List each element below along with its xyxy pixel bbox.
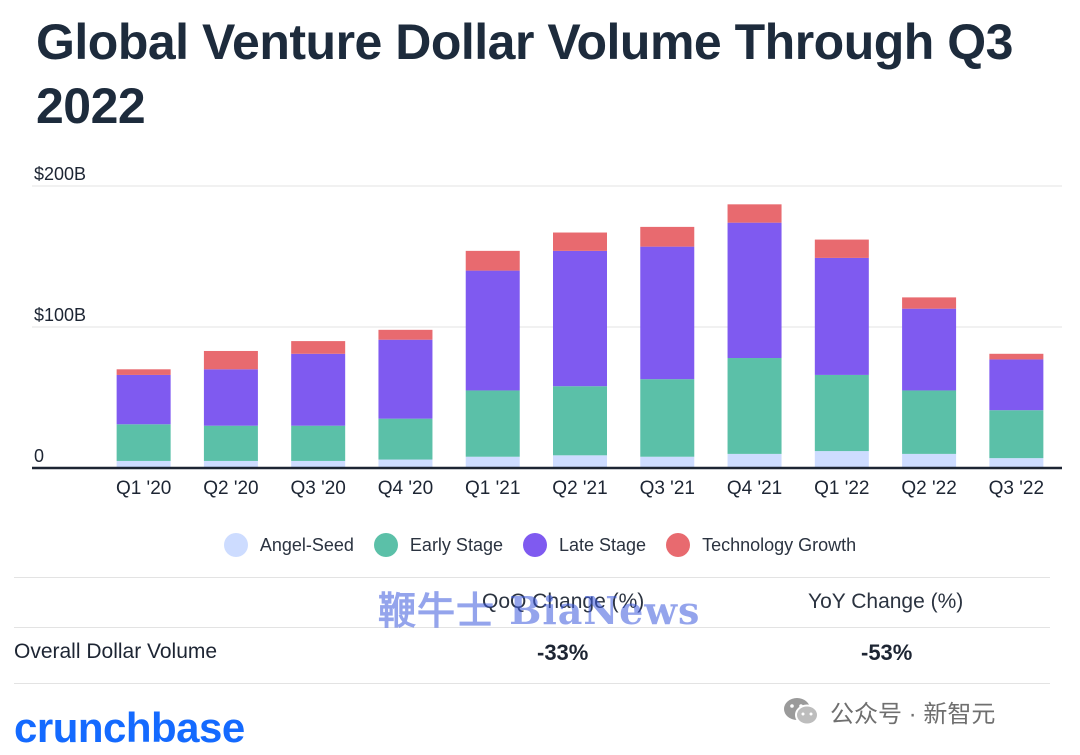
- bar-technology-growth: [814, 239, 869, 258]
- y-tick-label: $200B: [34, 164, 86, 184]
- bar-technology-growth: [902, 297, 957, 309]
- legend-swatch-angel-seed: [223, 533, 248, 557]
- bar-angel-seed: [291, 460, 346, 468]
- bar-angel-seed: [640, 456, 695, 468]
- bar-early-stage: [378, 418, 433, 460]
- legend-item-technology-growth: Technology Growth: [666, 533, 856, 557]
- wechat-account: 公众号 · 新智元: [782, 694, 995, 729]
- x-tick-label: Q3 '22: [989, 478, 1044, 499]
- bar-technology-growth: [727, 204, 782, 223]
- bar-technology-growth: [553, 232, 607, 251]
- y-tick-label: $100B: [34, 305, 86, 325]
- legend-item-early-stage: Early Stage: [373, 533, 503, 557]
- overall-dollar-volume-label: Overall Dollar Volume: [14, 640, 218, 663]
- bar-early-stage: [902, 390, 957, 454]
- bar-late-stage: [640, 246, 695, 380]
- legend-item-angel-seed: Angel-Seed: [223, 533, 354, 557]
- qoq-value: -33%: [537, 640, 589, 665]
- table-divider-middle: [14, 627, 1050, 628]
- yoy-value: -53%: [861, 640, 913, 665]
- bar-angel-seed: [989, 458, 1044, 468]
- legend-swatch-technology-growth: [666, 533, 691, 557]
- bar-late-stage: [465, 270, 520, 391]
- legend-label-technology-growth: Technology Growth: [702, 534, 857, 555]
- yoy-header: YoY Change (%): [808, 590, 964, 613]
- bar-late-stage: [989, 359, 1044, 411]
- qoq-header: QoQ Change (%): [482, 590, 645, 613]
- x-tick-label: Q4 '20: [378, 478, 433, 499]
- bar-technology-growth: [378, 329, 433, 340]
- bar-technology-growth: [291, 341, 346, 354]
- x-tick-label: Q4 '21: [727, 478, 782, 499]
- bar-angel-seed: [727, 453, 782, 468]
- bar-late-stage: [291, 353, 346, 426]
- bar-late-stage: [727, 222, 782, 359]
- x-tick-label: Q2 '21: [552, 478, 607, 499]
- bar-late-stage: [902, 308, 957, 391]
- bar-technology-growth: [640, 226, 695, 247]
- bar-early-stage: [989, 410, 1044, 459]
- legend-swatch-late-stage: [522, 533, 547, 557]
- bar-late-stage: [203, 369, 258, 426]
- bar-angel-seed: [814, 451, 869, 468]
- bar-early-stage: [465, 390, 520, 457]
- bar-technology-growth: [989, 353, 1044, 360]
- legend-label-late-stage: Late Stage: [558, 534, 647, 555]
- bar-angel-seed: [378, 459, 433, 468]
- bar-angel-seed: [553, 455, 607, 468]
- bar-technology-growth: [465, 250, 520, 271]
- bar-late-stage: [378, 339, 433, 419]
- bar-angel-seed: [203, 460, 258, 468]
- y-tick-label: 0: [34, 446, 44, 466]
- bar-early-stage: [203, 425, 258, 461]
- bar-early-stage: [640, 379, 695, 457]
- bar-early-stage: [553, 386, 607, 456]
- x-tick-label: Q1 '22: [814, 478, 869, 499]
- bar-angel-seed: [465, 456, 520, 468]
- stacked-bar-chart: 0 $100B $200B Q1 '20 Q2 '20 Q3 '20 Q4 '20 Q1 '2…: [32, 164, 1062, 499]
- legend-label-angel-seed: Angel-Seed: [259, 534, 354, 555]
- bar-early-stage: [727, 358, 782, 454]
- watermark-text: 鞭牛士 BiaNews: [378, 588, 701, 633]
- chart-legend: Angel-Seed Early Stage Late Stage Techno…: [0, 533, 1080, 557]
- bar-late-stage: [553, 250, 607, 387]
- chart-title: Global Venture Dollar Volume Through Q3 …: [36, 14, 1013, 134]
- x-tick-label: Q1 '20: [116, 478, 171, 499]
- bar-technology-growth: [203, 350, 258, 370]
- bar-late-stage: [814, 257, 869, 375]
- bar-angel-seed: [902, 453, 957, 468]
- x-tick-label: Q1 '21: [465, 478, 520, 499]
- bar-late-stage: [116, 374, 171, 425]
- bar-early-stage: [814, 374, 869, 452]
- legend-label-early-stage: Early Stage: [409, 534, 503, 555]
- bar-early-stage: [291, 425, 346, 461]
- crunchbase-logo: crunchbase: [14, 704, 245, 751]
- wechat-account-name: 公众号 · 新智元: [830, 701, 996, 728]
- x-tick-label: Q2 '22: [901, 478, 956, 499]
- legend-item-late-stage: Late Stage: [522, 533, 647, 557]
- table-divider-bottom: [14, 683, 1050, 684]
- x-tick-label: Q3 '20: [290, 478, 345, 499]
- table-divider-top: [14, 577, 1050, 578]
- x-tick-label: Q3 '21: [640, 478, 695, 499]
- legend-swatch-early-stage: [373, 533, 398, 557]
- bar-angel-seed: [116, 460, 171, 468]
- bar-early-stage: [116, 424, 171, 461]
- wechat-icon: [784, 697, 819, 725]
- x-tick-label: Q2 '20: [203, 478, 258, 499]
- bar-technology-growth: [116, 369, 171, 375]
